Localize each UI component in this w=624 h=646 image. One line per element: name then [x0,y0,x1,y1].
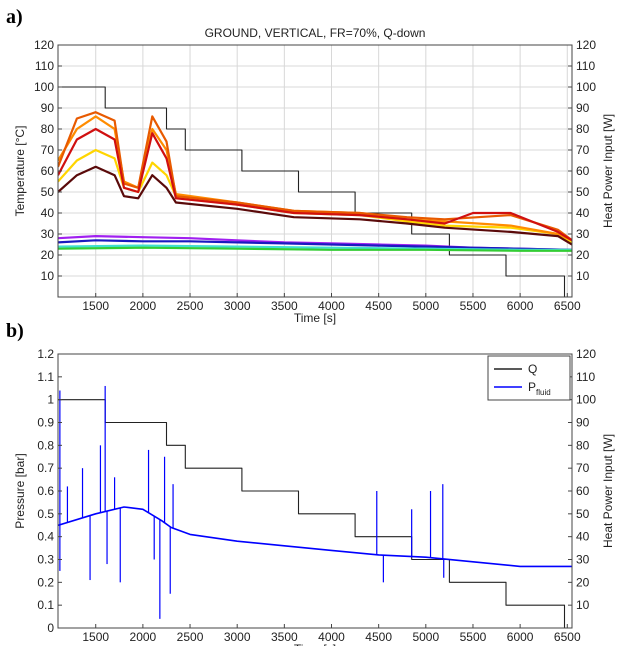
y2-tick-label: 60 [576,484,590,498]
x-tick-label: 3000 [224,299,251,313]
series-group [58,385,572,628]
panel-b-label: b) [6,320,24,342]
y-tick-label: 100 [34,80,54,94]
y2-tick-label: 40 [576,530,590,544]
series-line-s0 [58,86,566,297]
y-tick-label: 1.2 [37,347,54,361]
x-tick-label: 6500 [554,299,581,313]
series-line-s9 [58,246,572,252]
y-tick-label: 30 [41,227,55,241]
series-line-s5 [58,165,572,246]
x-axis-label: Time [s] [294,642,336,646]
x-tick-label: 3500 [271,630,298,644]
y2-axis-label: Heat Power Input [W] [601,434,615,548]
y-tick-label: 90 [41,101,55,115]
y-tick-label: 0.5 [37,507,54,521]
x-tick-label: 6500 [554,630,581,644]
x-tick-label: 2500 [177,299,204,313]
y2-tick-label: 70 [576,461,590,475]
y-tick-label: 70 [41,143,55,157]
y-tick-label: 60 [41,164,55,178]
x-tick-label: 4500 [365,299,392,313]
y2-axis-label: Heat Power Input [W] [601,114,615,228]
y2-tick-label: 50 [576,185,590,199]
y-tick-label: 0.1 [37,598,54,612]
series-line-s4 [58,127,572,242]
legend-label-q: Q [528,362,537,376]
series-group [58,86,572,297]
series-line-s7 [58,239,572,251]
x-tick-label: 4500 [365,630,392,644]
x-tick-label: 3000 [224,630,251,644]
panel-a-label: a) [6,6,23,28]
y-tick-label: 0.7 [37,461,54,475]
x-tick-label: 4000 [318,299,345,313]
y-tick-label: 40 [41,206,55,220]
chart-a: 1500 2000 2500 3000 3500 4000 4500 5000 5500 6000… [13,26,615,325]
series-line-q [58,399,566,628]
x-tick-label: 1500 [82,299,109,313]
x-tick-label: 3500 [271,299,298,313]
y2-tick-label: 30 [576,227,590,241]
y-tick-label: 0.4 [37,530,54,544]
x-tick-label: 4000 [318,630,345,644]
y-tick-label: 1 [47,393,54,407]
y-tick-label: 0.3 [37,553,54,567]
x-axis-label: Time [s] [294,311,336,325]
y-tick-label: 50 [41,185,55,199]
y2-tick-label: 100 [576,393,596,407]
y2-tick-label: 90 [576,101,590,115]
legend-box [487,355,571,401]
y2-tick-label: 40 [576,206,590,220]
y-tick-label: 120 [34,38,54,52]
x-tick-label: 1500 [82,630,109,644]
x-tick-label: 5500 [460,630,487,644]
x-tick-label: 2500 [177,630,204,644]
y2-tick-label: 100 [576,80,596,94]
y-axis-label: Pressure [bar] [13,453,27,528]
y2-tick-label: 110 [576,59,595,73]
y-tick-label: 10 [41,269,55,283]
y2-tick-label: 30 [576,553,590,567]
y2-tick-label: 60 [576,164,590,178]
y-tick-label: 20 [41,248,55,262]
y-tick-label: 0 [47,621,54,635]
series-line-pfluid [58,506,572,568]
x-tick-label: 6000 [507,299,534,313]
y2-tick-label: 90 [576,416,590,430]
y-tick-label: 0.8 [37,438,54,452]
y2-tick-label: 120 [576,347,596,361]
y2-tick-label: 20 [576,575,590,589]
y2-tick-label: 10 [576,598,590,612]
x-tick-label: 6000 [507,630,534,644]
x-tick-label: 5000 [412,299,439,313]
y-tick-label: 1.1 [37,370,54,384]
x-tick-label: 5500 [460,299,487,313]
y2-tick-label: 120 [576,38,596,52]
x-tick-label: 2000 [130,630,157,644]
y-tick-label: 0.9 [37,416,54,430]
y-tick-label: 110 [35,59,54,73]
y-axis-label: Temperature [°C] [13,126,27,217]
x-tick-label: 5000 [412,630,439,644]
y-tick-label: 0.6 [37,484,54,498]
y2-tick-label: 80 [576,122,590,136]
chart-b: 1500 2000 2500 3000 3500 4000 4500 5000 5500 6000… [13,347,615,646]
chart-title: GROUND, VERTICAL, FR=70%, Q-down [205,26,426,40]
y2-tick-label: 10 [576,269,590,283]
y2-tick-label: 80 [576,438,590,452]
y2-tick-label: 110 [576,370,595,384]
y2-tick-label: 50 [576,507,590,521]
x-tick-label: 2000 [130,299,157,313]
y-tick-label: 0.2 [37,575,54,589]
y-tick-label: 80 [41,122,55,136]
y2-tick-label: 20 [576,248,590,262]
legend-subscript: fluid [536,388,551,397]
y2-tick-label: 70 [576,143,590,157]
